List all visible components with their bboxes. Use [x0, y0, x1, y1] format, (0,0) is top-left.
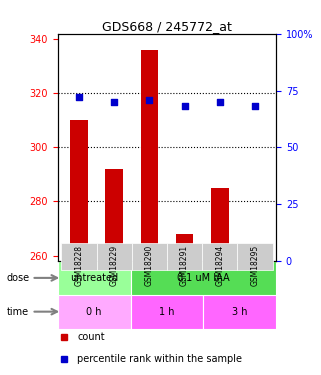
Bar — [61, 243, 97, 270]
Text: GSM18228: GSM18228 — [74, 245, 83, 286]
Text: dose: dose — [6, 273, 30, 283]
Bar — [202, 243, 237, 270]
Bar — [131, 295, 203, 328]
Text: percentile rank within the sample: percentile rank within the sample — [77, 354, 242, 364]
Text: GSM18290: GSM18290 — [145, 245, 154, 286]
Point — [76, 94, 82, 100]
Bar — [141, 50, 158, 256]
Bar — [211, 188, 229, 256]
Point — [182, 104, 187, 110]
Bar — [132, 243, 167, 270]
Bar — [70, 120, 88, 256]
Point — [252, 104, 257, 110]
Text: 0.1 uM IAA: 0.1 uM IAA — [177, 273, 230, 283]
Text: GSM18291: GSM18291 — [180, 245, 189, 286]
Text: untreated: untreated — [70, 273, 118, 283]
Point — [217, 99, 222, 105]
Bar — [105, 169, 123, 256]
Text: 3 h: 3 h — [232, 307, 247, 316]
Bar — [131, 261, 276, 295]
Point — [147, 97, 152, 103]
Bar — [58, 295, 131, 328]
Text: 1 h: 1 h — [159, 307, 175, 316]
Text: 0 h: 0 h — [86, 307, 102, 316]
Text: time: time — [6, 307, 29, 316]
Text: GSM18294: GSM18294 — [215, 245, 224, 286]
Text: count: count — [77, 332, 105, 342]
Bar — [203, 295, 276, 328]
Point — [111, 99, 117, 105]
Text: GSM18295: GSM18295 — [250, 245, 259, 286]
Bar — [58, 261, 131, 295]
Bar — [167, 243, 202, 270]
Bar — [237, 243, 273, 270]
Title: GDS668 / 245772_at: GDS668 / 245772_at — [102, 20, 232, 33]
Bar — [176, 234, 193, 256]
Bar — [97, 243, 132, 270]
Text: GSM18229: GSM18229 — [109, 245, 119, 286]
